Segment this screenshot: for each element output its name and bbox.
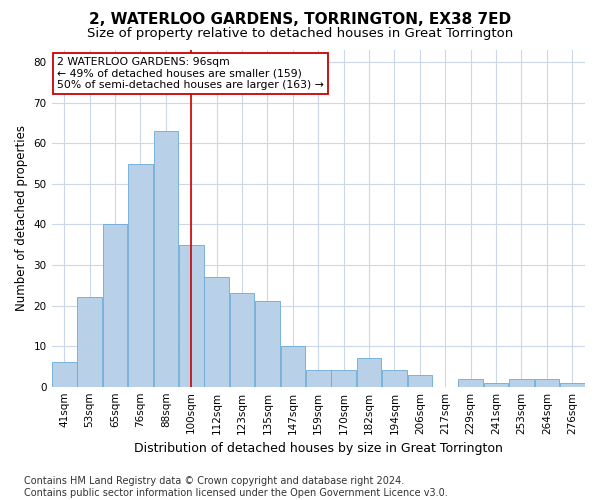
Bar: [484, 382, 508, 386]
X-axis label: Distribution of detached houses by size in Great Torrington: Distribution of detached houses by size …: [134, 442, 503, 455]
Bar: [230, 294, 254, 386]
Bar: [77, 298, 102, 386]
Bar: [331, 370, 356, 386]
Bar: [382, 370, 407, 386]
Bar: [154, 131, 178, 386]
Text: Contains HM Land Registry data © Crown copyright and database right 2024.
Contai: Contains HM Land Registry data © Crown c…: [24, 476, 448, 498]
Bar: [205, 277, 229, 386]
Bar: [357, 358, 382, 386]
Bar: [281, 346, 305, 387]
Bar: [560, 382, 584, 386]
Bar: [128, 164, 153, 386]
Bar: [103, 224, 127, 386]
Bar: [306, 370, 331, 386]
Bar: [179, 244, 203, 386]
Bar: [52, 362, 77, 386]
Bar: [509, 378, 534, 386]
Bar: [458, 378, 483, 386]
Bar: [407, 374, 432, 386]
Bar: [255, 302, 280, 386]
Text: Size of property relative to detached houses in Great Torrington: Size of property relative to detached ho…: [87, 28, 513, 40]
Bar: [535, 378, 559, 386]
Text: 2, WATERLOO GARDENS, TORRINGTON, EX38 7ED: 2, WATERLOO GARDENS, TORRINGTON, EX38 7E…: [89, 12, 511, 28]
Text: 2 WATERLOO GARDENS: 96sqm
← 49% of detached houses are smaller (159)
50% of semi: 2 WATERLOO GARDENS: 96sqm ← 49% of detac…: [57, 56, 324, 90]
Y-axis label: Number of detached properties: Number of detached properties: [15, 126, 28, 312]
